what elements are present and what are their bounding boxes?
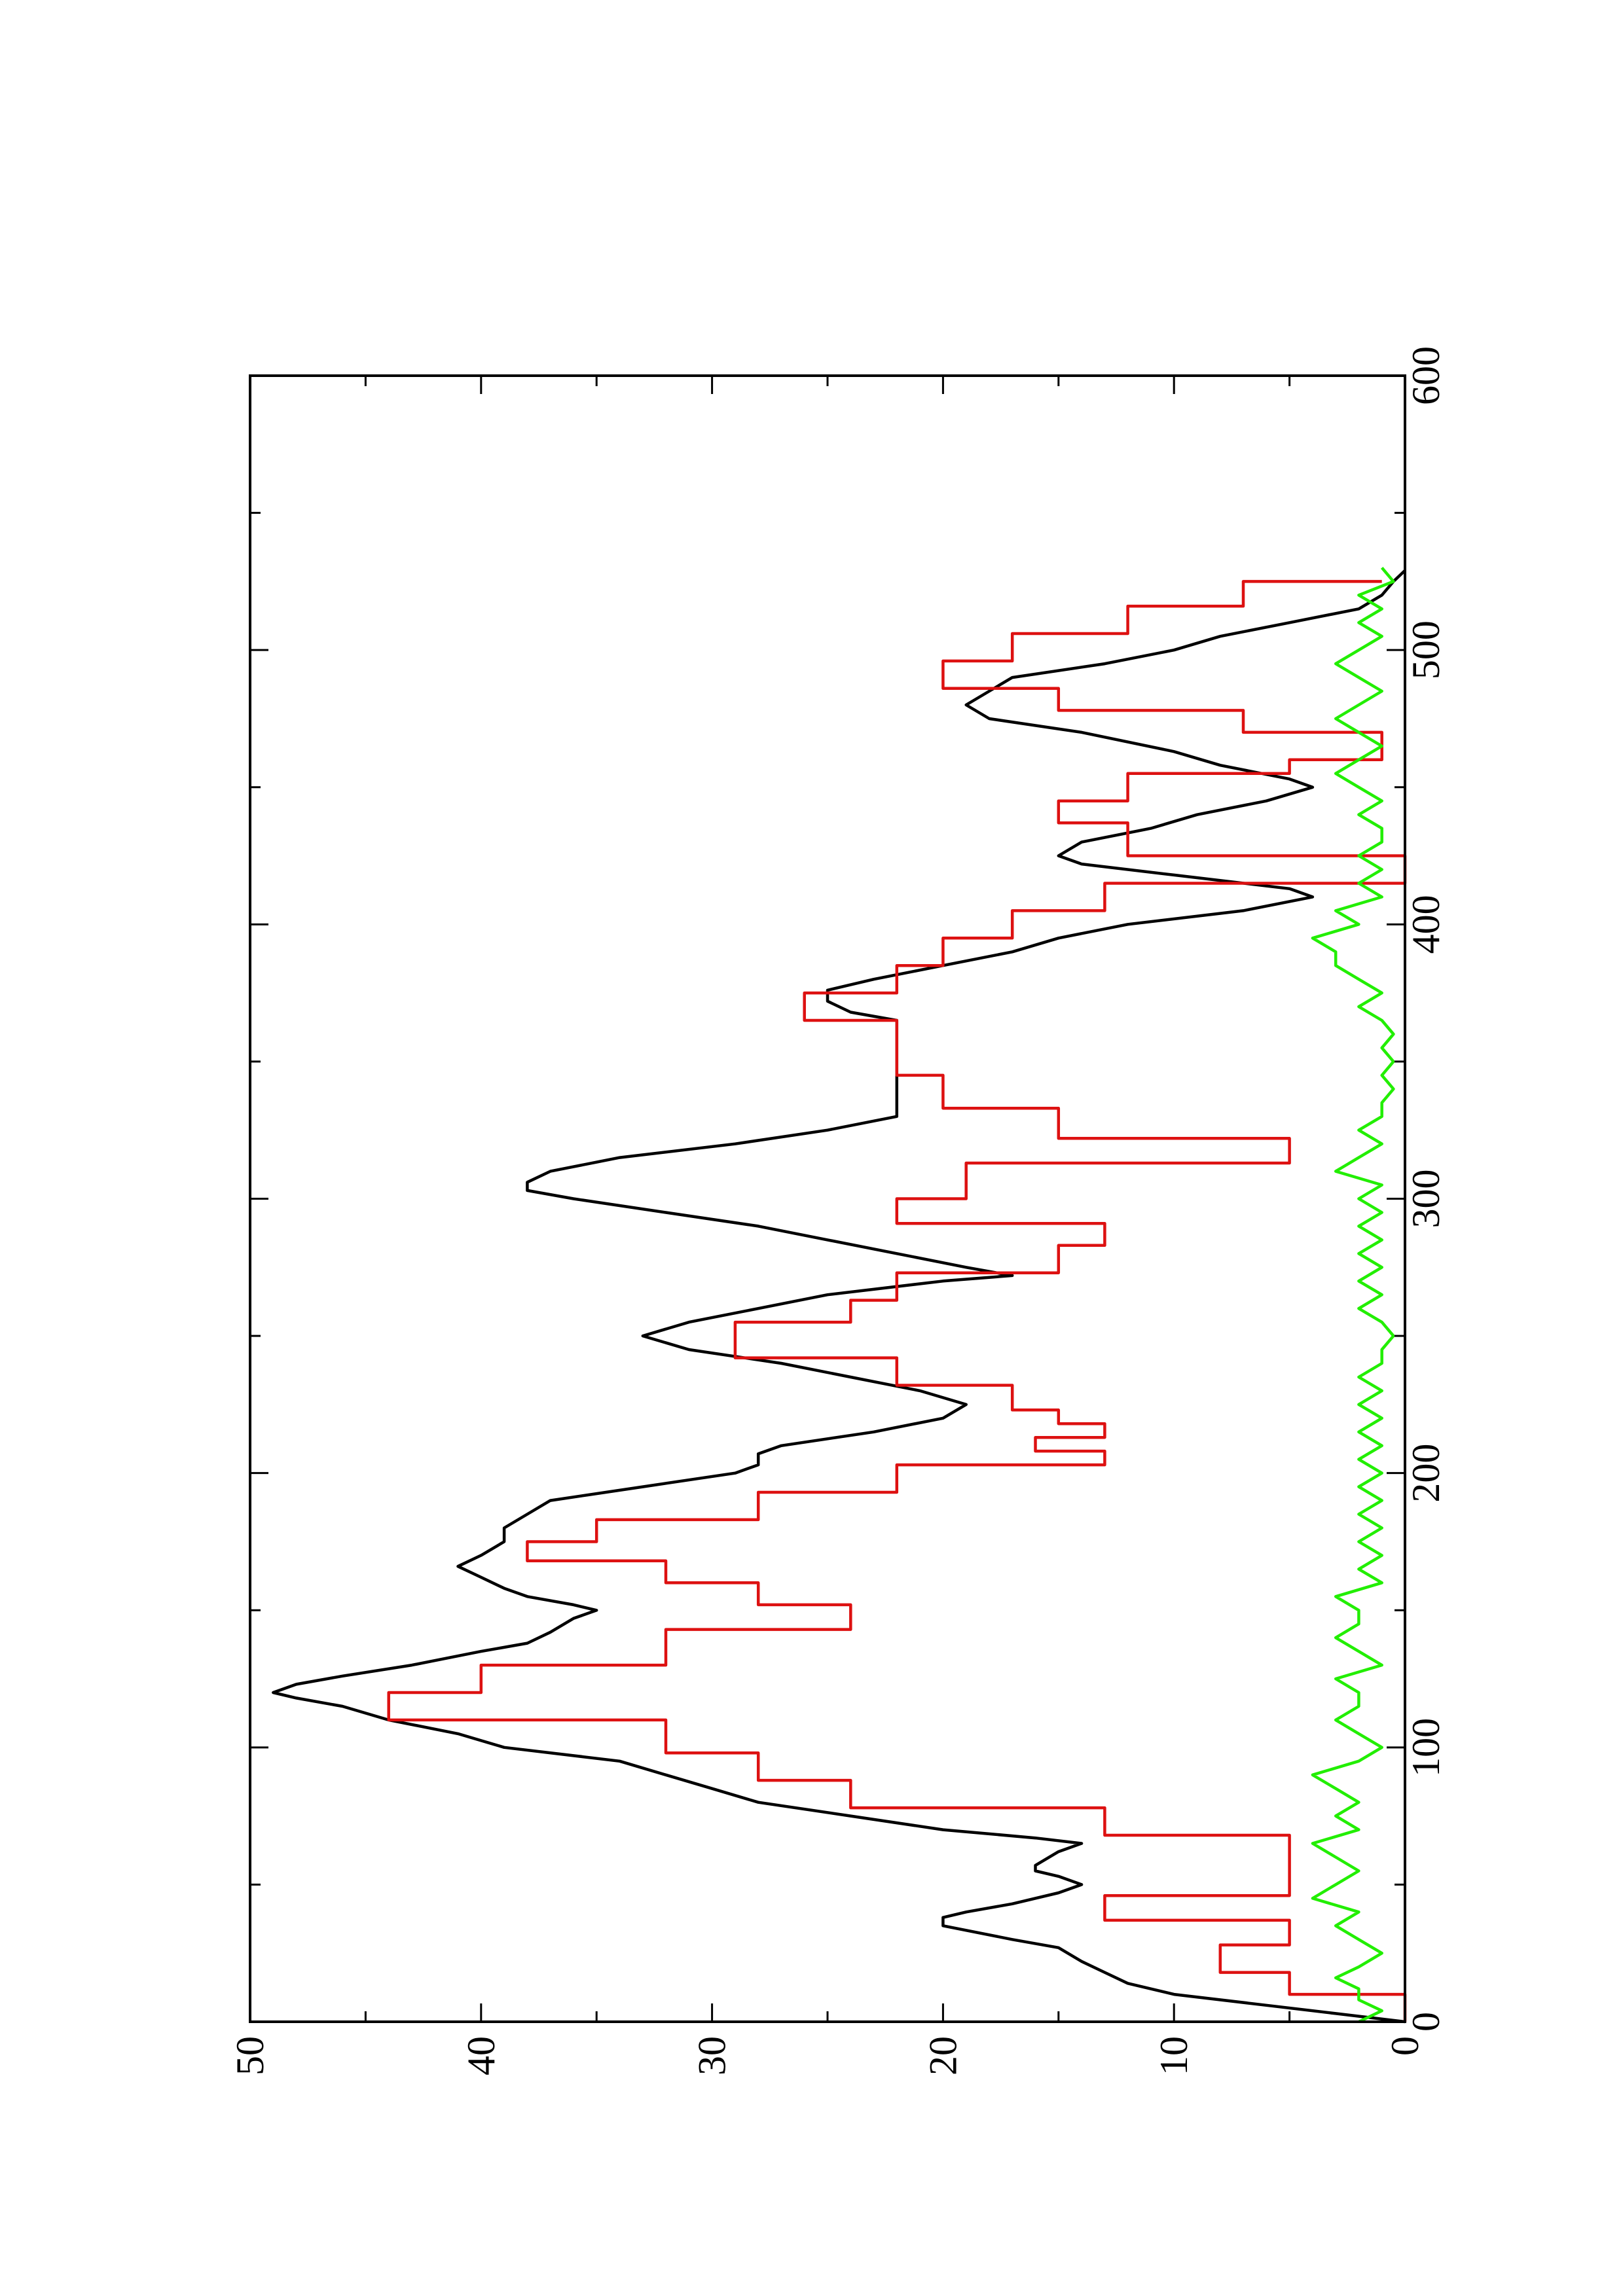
y-tick-label: 30 xyxy=(691,2036,734,2075)
series-3-line xyxy=(1311,566,1395,2024)
series-2-line xyxy=(387,580,1407,2022)
x-tick-label: 0 xyxy=(1404,2012,1448,2032)
x-tick-label: 600 xyxy=(1404,346,1448,405)
x-tick-label: 400 xyxy=(1404,895,1448,954)
tick-label-layer: 0 100 200 300 400 500 600 0 10 20 30 40 50 xyxy=(228,346,1448,2075)
x-tick-label: 200 xyxy=(1404,1444,1448,1503)
y-tick-label: 20 xyxy=(921,2036,964,2075)
series-layer xyxy=(272,566,1407,2024)
y-tick-label: 50 xyxy=(228,2036,272,2075)
tick-layer xyxy=(249,374,1406,2023)
y-tick-label: 0 xyxy=(1383,2036,1427,2056)
x-tick-label: 100 xyxy=(1404,1718,1448,1777)
x-tick-label: 300 xyxy=(1404,1170,1448,1229)
plot-frame xyxy=(249,374,1406,2023)
y-tick-label: 10 xyxy=(1152,2036,1195,2075)
y-tick-label: 40 xyxy=(460,2036,503,2075)
x-tick-label: 500 xyxy=(1404,620,1448,679)
